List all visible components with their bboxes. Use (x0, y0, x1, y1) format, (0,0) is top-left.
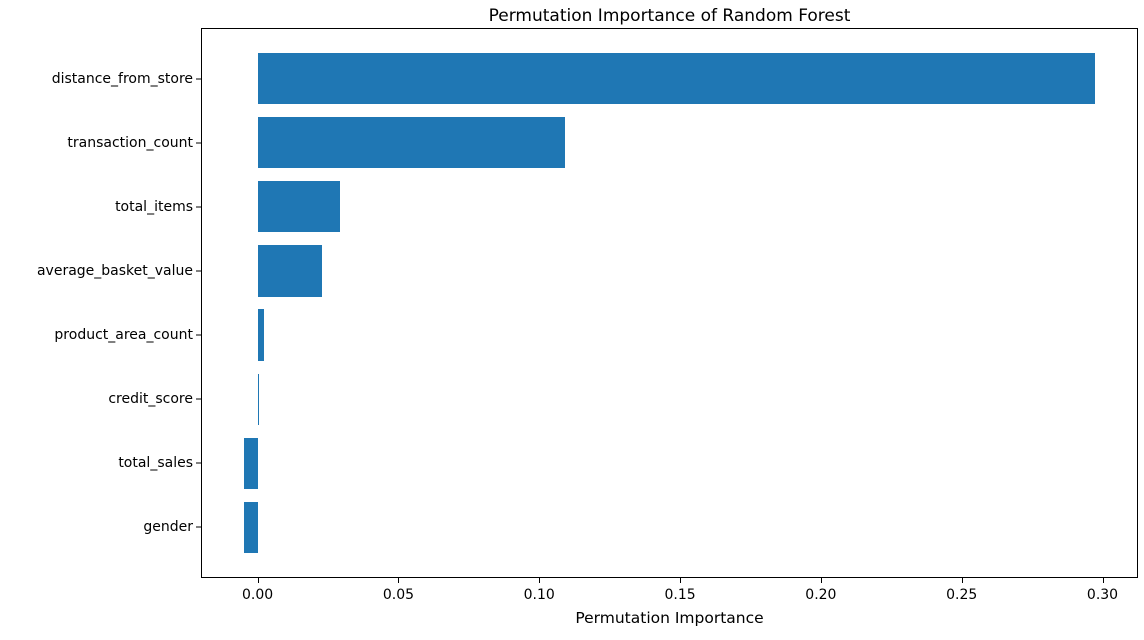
bar-distance_from_store (257, 53, 1096, 105)
x-tick-mark (680, 578, 682, 583)
x-tick-mark (961, 578, 963, 583)
bar-credit_score (257, 373, 259, 425)
y-tick-mark (196, 270, 201, 272)
plot-area (201, 28, 1138, 578)
y-tick-mark (196, 526, 201, 528)
y-tick-label: total_sales (118, 455, 193, 472)
bar-gender (243, 501, 258, 553)
bar-product_area_count (257, 309, 264, 361)
x-tick-label: 0.10 (523, 587, 555, 603)
x-axis-label: Permutation Importance (575, 609, 764, 627)
x-tick-mark (257, 578, 259, 583)
y-tick-label: transaction_count (67, 134, 193, 151)
x-tick-mark (820, 578, 822, 583)
x-tick-mark (398, 578, 400, 583)
x-tick-mark (539, 578, 541, 583)
x-tick-label: 0.30 (1086, 587, 1119, 603)
x-tick-mark (1102, 578, 1104, 583)
y-tick-mark (196, 142, 201, 144)
x-tick-label: 0.15 (664, 587, 696, 603)
y-tick-label: gender (143, 519, 193, 536)
x-tick-label: 0.05 (382, 587, 415, 603)
y-tick-mark (196, 398, 201, 400)
chart-title: Permutation Importance of Random Forest (488, 6, 851, 26)
y-tick-mark (196, 206, 201, 208)
y-tick-label: product_area_count (54, 327, 193, 344)
x-tick-label: 0.20 (805, 587, 837, 603)
y-tick-label: distance_from_store (51, 70, 193, 87)
bar-total_items (257, 181, 341, 233)
y-tick-mark (196, 334, 201, 336)
y-tick-label: average_basket_value (36, 262, 193, 279)
bar-transaction_count (257, 117, 565, 169)
y-tick-label: total_items (115, 198, 193, 215)
bar-total_sales (243, 437, 258, 489)
y-tick-mark (196, 78, 201, 80)
x-tick-label: 0.00 (242, 587, 274, 603)
bar-average_basket_value (257, 245, 323, 297)
x-tick-label: 0.25 (946, 587, 978, 603)
y-tick-mark (196, 462, 201, 464)
y-tick-label: credit_score (108, 391, 193, 408)
